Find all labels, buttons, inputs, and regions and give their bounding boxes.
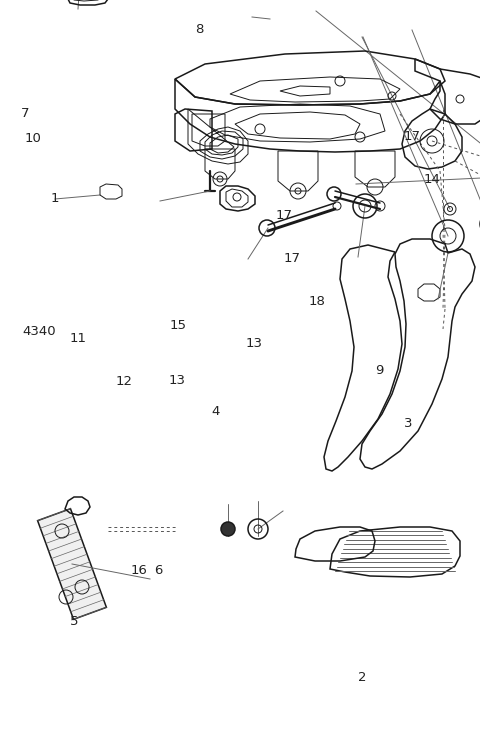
Circle shape <box>221 522 235 536</box>
Text: 17: 17 <box>403 130 420 143</box>
Text: 9: 9 <box>375 364 384 377</box>
Polygon shape <box>37 509 107 619</box>
Text: 17: 17 <box>276 209 293 222</box>
Text: 13: 13 <box>246 336 263 350</box>
Text: 15: 15 <box>169 319 186 333</box>
Text: 4: 4 <box>212 405 220 419</box>
Text: 17: 17 <box>283 252 300 265</box>
Text: 5: 5 <box>70 615 79 628</box>
Text: 6: 6 <box>154 564 163 577</box>
Text: 11: 11 <box>69 332 86 345</box>
Text: 3: 3 <box>404 416 412 430</box>
Text: 4340: 4340 <box>23 324 56 338</box>
Text: 13: 13 <box>168 374 185 387</box>
Text: 16: 16 <box>131 564 148 577</box>
Text: 10: 10 <box>24 132 41 145</box>
Text: 18: 18 <box>308 294 325 308</box>
Text: 7: 7 <box>21 107 29 121</box>
Text: 1: 1 <box>51 192 60 205</box>
Text: 14: 14 <box>423 173 441 187</box>
Text: 12: 12 <box>115 375 132 389</box>
Text: 2: 2 <box>358 671 367 685</box>
Text: 8: 8 <box>195 23 204 37</box>
